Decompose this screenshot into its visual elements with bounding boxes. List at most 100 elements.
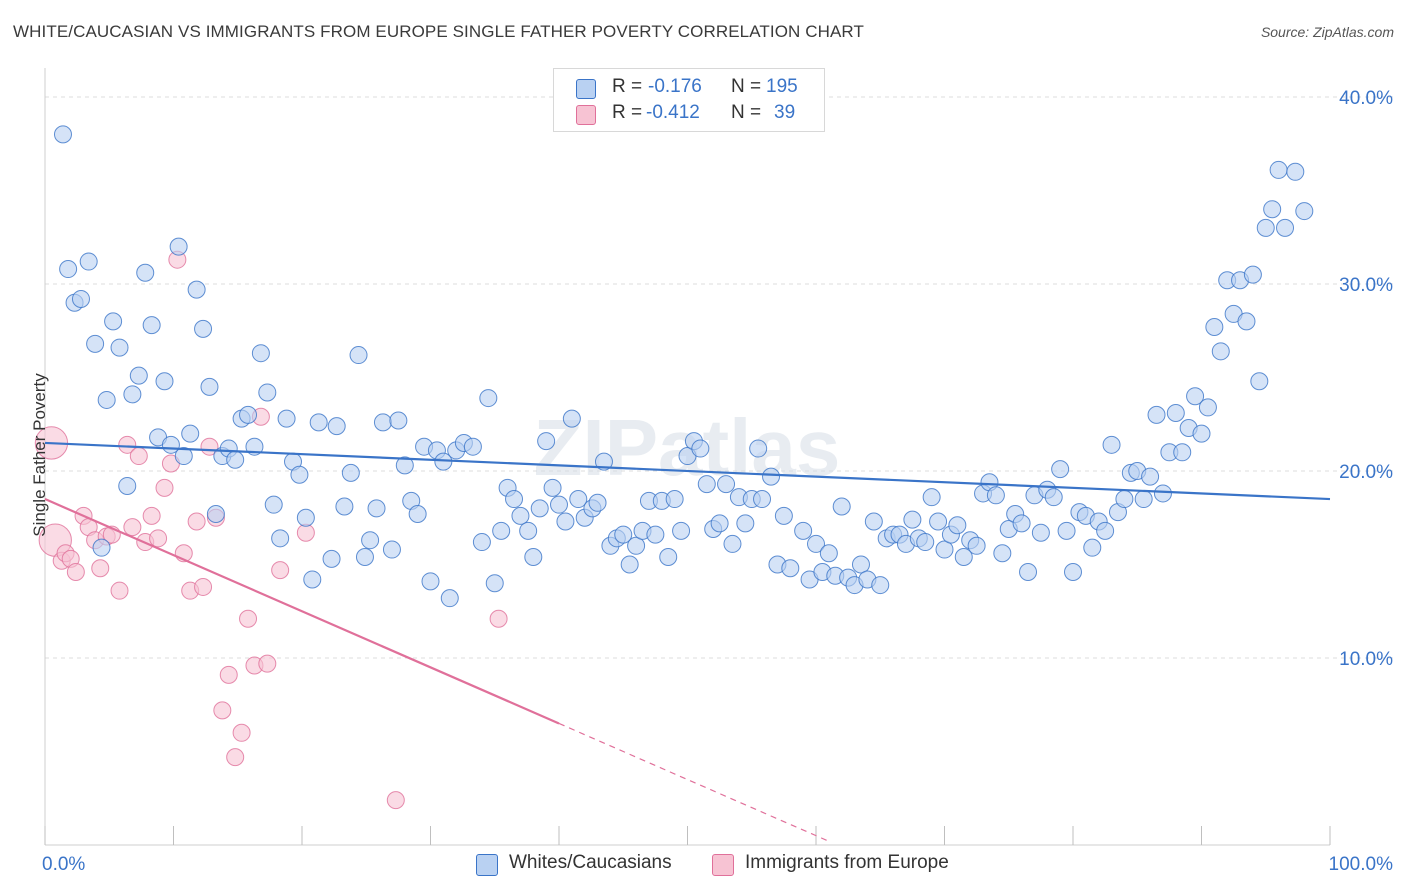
data-point-whites — [986, 486, 1005, 505]
data-point-whites — [762, 467, 781, 486]
data-point-whites — [395, 456, 414, 475]
data-point-whites — [187, 280, 206, 299]
data-point-immigrants — [129, 447, 148, 466]
data-point-whites — [136, 263, 155, 282]
data-point-whites — [277, 409, 296, 428]
tick-labels: 10.0% 20.0% 30.0% 40.0% 0.0% 100.0% — [42, 88, 1393, 875]
data-point-whites — [1211, 342, 1230, 361]
data-point-whites — [851, 555, 870, 574]
r-label: R = — [612, 102, 643, 123]
data-point-immigrants — [66, 562, 85, 581]
data-point-whites — [200, 377, 219, 396]
data-point-immigrants — [213, 701, 232, 720]
data-point-whites — [1153, 484, 1172, 503]
data-point-whites — [519, 521, 538, 540]
data-point-whites — [239, 405, 258, 424]
data-point-immigrants — [187, 512, 206, 531]
data-point-whites — [922, 488, 941, 507]
trend-line-immigrants — [44, 498, 560, 725]
data-point-immigrants — [386, 791, 405, 810]
data-point-whites — [1276, 218, 1295, 237]
data-point-whites — [753, 490, 772, 509]
data-point-whites — [79, 252, 98, 271]
data-point-whites — [322, 549, 341, 568]
data-point-whites — [271, 529, 290, 548]
data-point-whites — [123, 385, 142, 404]
data-point-whites — [691, 439, 710, 458]
legend-swatch-blue — [476, 854, 498, 876]
n-value: 195 — [766, 76, 798, 97]
data-point-immigrants — [110, 581, 129, 600]
data-point-whites — [361, 531, 380, 550]
r-value: -0.412 — [646, 102, 700, 123]
data-point-whites — [562, 409, 581, 428]
data-point-whites — [463, 437, 482, 456]
data-point-whites — [194, 319, 213, 338]
data-point-whites — [169, 237, 188, 256]
data-point-whites — [264, 495, 283, 514]
data-point-whites — [181, 424, 200, 443]
data-point-whites — [627, 536, 646, 555]
data-point-whites — [421, 572, 440, 591]
data-point-whites — [511, 506, 530, 525]
data-point-immigrants — [142, 506, 161, 525]
n-label: N = — [731, 102, 762, 123]
data-point-immigrants — [155, 478, 174, 497]
data-point-whites — [1237, 312, 1256, 331]
trend-line-whites — [44, 441, 1331, 501]
data-point-whites — [588, 493, 607, 512]
data-point-whites — [819, 544, 838, 563]
data-point-whites — [104, 312, 123, 331]
data-point-whites — [296, 508, 315, 527]
data-point-whites — [1269, 160, 1288, 179]
r-label: R = — [612, 76, 643, 97]
data-point-whites — [659, 548, 678, 567]
data-point-whites — [505, 490, 524, 509]
data-point-whites — [53, 125, 72, 144]
y-axis-label: Single Father Poverty — [30, 373, 49, 537]
data-point-whites — [1057, 521, 1076, 540]
legend-swatch-blue — [576, 79, 596, 99]
data-point-whites — [1286, 162, 1305, 181]
data-point-immigrants — [258, 654, 277, 673]
data-point-whites — [129, 366, 148, 385]
data-point-whites — [1173, 443, 1192, 462]
data-point-whites — [1012, 514, 1031, 533]
data-point-whites — [672, 521, 691, 540]
data-point-whites — [1031, 523, 1050, 542]
data-point-whites — [524, 548, 543, 567]
x-tick-label: 100.0% — [1329, 854, 1394, 875]
data-point-whites — [1263, 200, 1282, 219]
data-point-whites — [697, 475, 716, 494]
chart-title: WHITE/CAUCASIAN VS IMMIGRANTS FROM EUROP… — [13, 22, 864, 41]
r-value: -0.176 — [648, 76, 702, 97]
data-point-immigrants — [118, 435, 137, 454]
data-point-whites — [341, 463, 360, 482]
legend-swatch-pink — [576, 105, 596, 125]
data-point-whites — [916, 533, 935, 552]
data-point-immigrants — [232, 723, 251, 742]
correlation-legend: R = -0.176 N = 195 R = -0.412 N = 39 — [553, 68, 825, 132]
data-point-whites — [303, 570, 322, 589]
data-point-whites — [1141, 467, 1160, 486]
data-point-whites — [1198, 398, 1217, 417]
data-point-whites — [781, 559, 800, 578]
data-point-whites — [92, 538, 111, 557]
data-point-whites — [569, 490, 588, 509]
data-point-whites — [774, 506, 793, 525]
n-value: 39 — [774, 102, 796, 123]
series-whites-points — [53, 125, 1314, 608]
data-point-whites — [258, 383, 277, 402]
legend-label-immigrants: Immigrants from Europe — [745, 852, 949, 873]
data-point-immigrants — [489, 609, 508, 628]
data-point-whites — [71, 289, 90, 308]
data-point-whites — [309, 413, 328, 432]
source-label: Source: ZipAtlas.com — [1260, 24, 1394, 40]
data-point-whites — [155, 372, 174, 391]
data-point-whites — [646, 525, 665, 544]
data-point-whites — [485, 574, 504, 593]
y-tick-label: 40.0% — [1339, 88, 1393, 109]
data-point-whites — [954, 548, 973, 567]
data-point-immigrants — [271, 561, 290, 580]
